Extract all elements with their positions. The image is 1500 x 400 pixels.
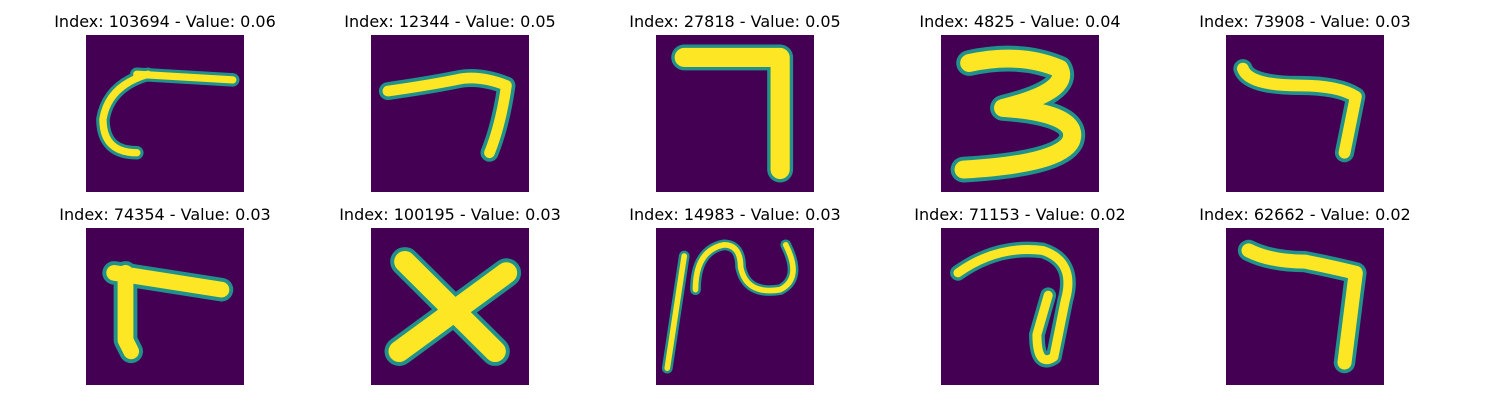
panel-title: Index: 73908 - Value: 0.03 <box>1199 12 1411 31</box>
image-panel: Index: 4825 - Value: 0.04 <box>895 0 1145 192</box>
glyph-image <box>86 228 244 385</box>
image-panel: Index: 62662 - Value: 0.02 <box>1180 193 1430 385</box>
image-panel: Index: 12344 - Value: 0.05 <box>325 0 575 192</box>
panel-title: Index: 14983 - Value: 0.03 <box>629 205 841 224</box>
glyph-image <box>656 35 814 192</box>
glyph-image <box>1226 228 1384 385</box>
image-panel: Index: 27818 - Value: 0.05 <box>610 0 860 192</box>
image-panel: Index: 73908 - Value: 0.03 <box>1180 0 1430 192</box>
panel-title: Index: 71153 - Value: 0.02 <box>914 205 1126 224</box>
glyph-image <box>371 35 529 192</box>
glyph-image <box>371 228 529 385</box>
glyph-image <box>1226 35 1384 192</box>
image-panel: Index: 14983 - Value: 0.03 <box>610 193 860 385</box>
glyph-image <box>86 35 244 192</box>
image-panel: Index: 74354 - Value: 0.03 <box>40 193 290 385</box>
panel-title: Index: 62662 - Value: 0.02 <box>1199 205 1411 224</box>
glyph-image <box>656 228 814 385</box>
panel-title: Index: 12344 - Value: 0.05 <box>344 12 556 31</box>
glyph-image <box>941 228 1099 385</box>
image-panel: Index: 103694 - Value: 0.06 <box>40 0 290 192</box>
panel-title: Index: 27818 - Value: 0.05 <box>629 12 841 31</box>
panel-title: Index: 4825 - Value: 0.04 <box>919 12 1121 31</box>
image-panel: Index: 71153 - Value: 0.02 <box>895 193 1145 385</box>
panel-title: Index: 100195 - Value: 0.03 <box>339 205 561 224</box>
panel-title: Index: 103694 - Value: 0.06 <box>54 12 276 31</box>
glyph-image <box>941 35 1099 192</box>
image-panel: Index: 100195 - Value: 0.03 <box>325 193 575 385</box>
panel-title: Index: 74354 - Value: 0.03 <box>59 205 271 224</box>
